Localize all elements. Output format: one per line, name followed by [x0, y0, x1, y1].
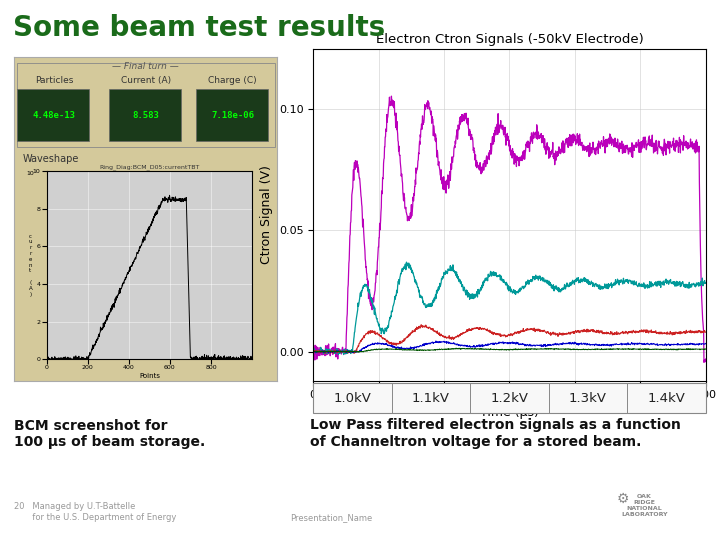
X-axis label: Time (μs): Time (μs) [480, 406, 539, 419]
Text: 4.48e-13: 4.48e-13 [32, 111, 76, 119]
FancyBboxPatch shape [109, 89, 181, 141]
Bar [17, 63, 274, 147]
Text: ⚙: ⚙ [616, 491, 629, 505]
Text: — Final turn —: — Final turn — [112, 62, 179, 71]
Title: Ring_Diag:BCM_D05:currentTBT: Ring_Diag:BCM_D05:currentTBT [99, 164, 199, 170]
Text: Waveshape: Waveshape [22, 154, 78, 164]
Text: OAK
RIDGE
NATIONAL
LABORATORY: OAK RIDGE NATIONAL LABORATORY [621, 494, 667, 516]
Text: BCM screenshot for
100 μs of beam storage.: BCM screenshot for 100 μs of beam storag… [14, 418, 206, 449]
Text: Low Pass filtered electron signals as a function
of Channeltron voltage for a st: Low Pass filtered electron signals as a … [310, 418, 680, 449]
Text: Current (A): Current (A) [121, 76, 171, 85]
Title: Electron Ctron Signals (-50kV Electrode): Electron Ctron Signals (-50kV Electrode) [376, 33, 643, 46]
Text: 1.2kV: 1.2kV [490, 392, 528, 405]
Text: Some beam test results: Some beam test results [13, 14, 385, 42]
FancyBboxPatch shape [17, 89, 89, 141]
Text: Charge (C): Charge (C) [208, 76, 257, 85]
Text: Particles: Particles [35, 76, 73, 85]
Text: 1.0kV: 1.0kV [333, 392, 372, 405]
Text: 1.1kV: 1.1kV [412, 392, 450, 405]
Text: 8.583: 8.583 [132, 111, 159, 119]
Text: Presentation_Name: Presentation_Name [290, 513, 372, 522]
Text: 1.3kV: 1.3kV [569, 392, 607, 405]
Text: 10: 10 [27, 171, 35, 176]
Text: 7.18e-06: 7.18e-06 [211, 111, 254, 119]
FancyBboxPatch shape [196, 89, 268, 141]
Y-axis label: c
u
r
r
e
n
t

(
A
): c u r r e n t ( A ) [29, 234, 32, 296]
X-axis label: Points: Points [139, 373, 160, 379]
Text: 1.4kV: 1.4kV [647, 392, 685, 405]
Y-axis label: Ctron Signal (V): Ctron Signal (V) [261, 165, 274, 264]
Text: 20   Managed by U.T-Battelle
       for the U.S. Department of Energy: 20 Managed by U.T-Battelle for the U.S. … [14, 502, 177, 522]
